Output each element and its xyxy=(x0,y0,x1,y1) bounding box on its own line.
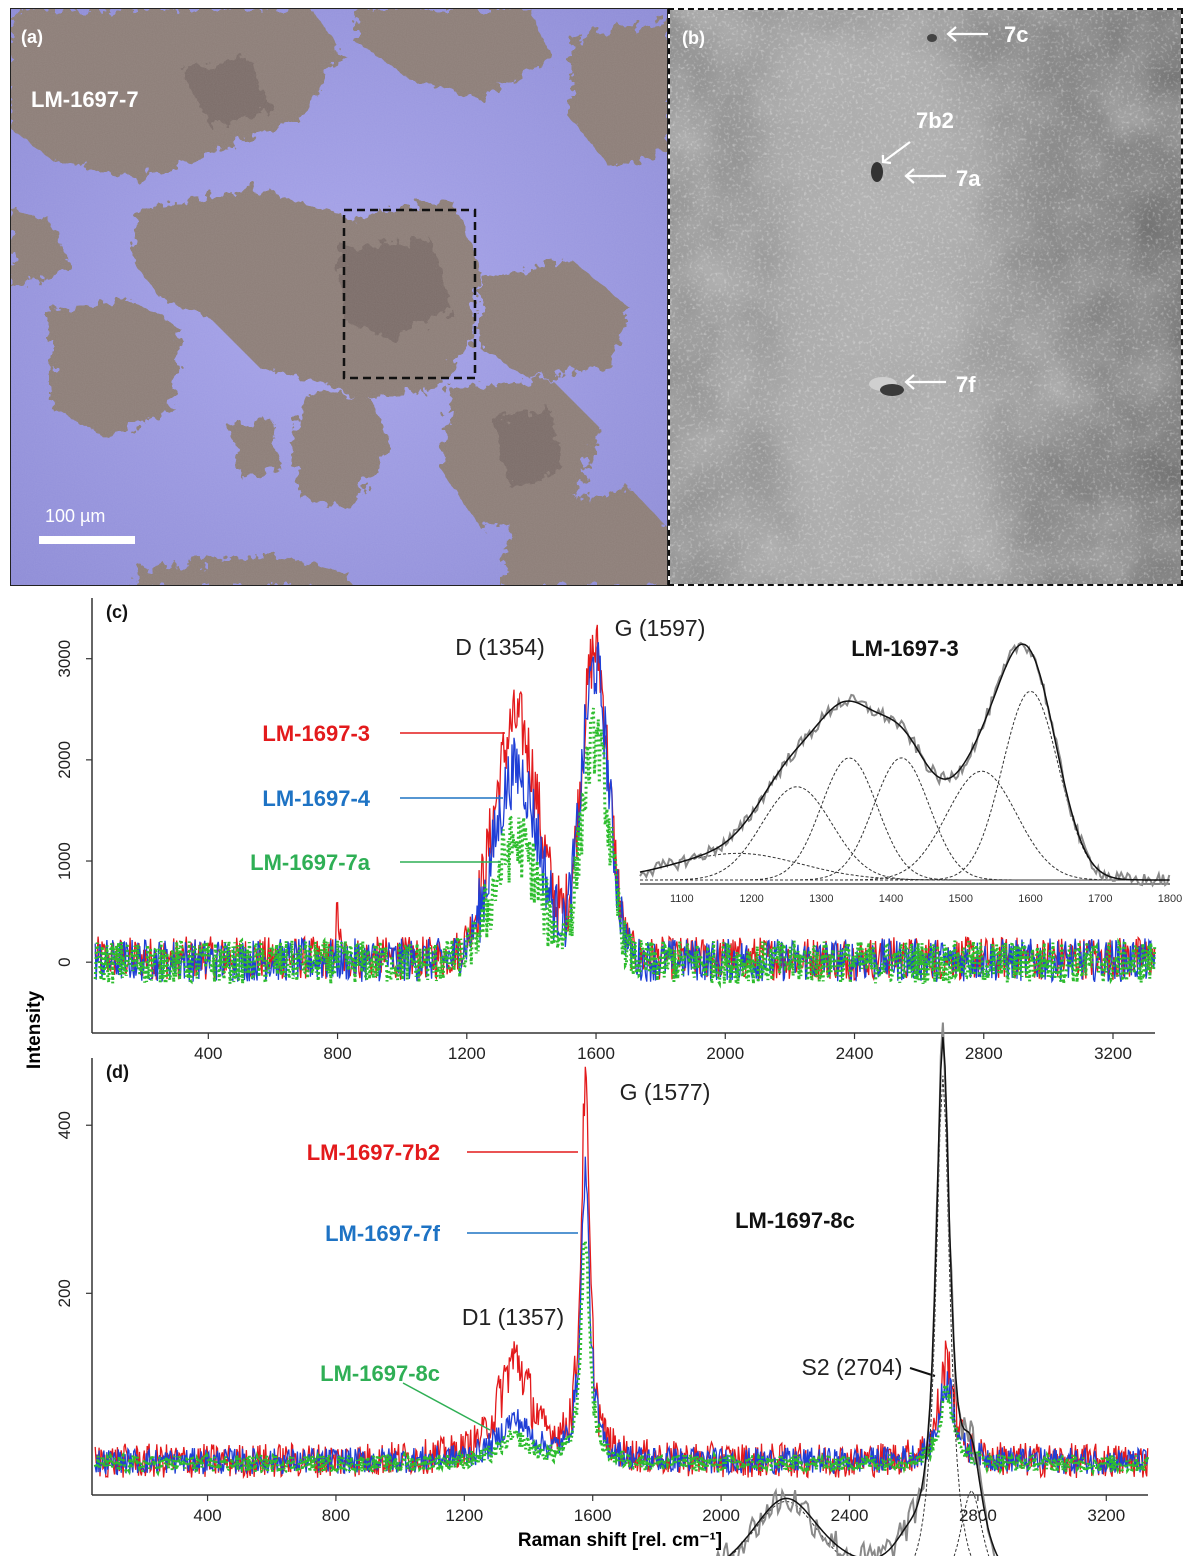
inset-component xyxy=(640,786,1170,881)
series-line xyxy=(94,624,1156,982)
x-tick-label: 2000 xyxy=(702,1506,740,1525)
inset-component xyxy=(914,1075,972,1556)
legend-label: LM-1697-7a xyxy=(250,850,371,875)
inset-x-tick-label: 1300 xyxy=(809,893,833,905)
inset-x-tick-label: 1200 xyxy=(739,893,763,905)
y-tick-label: 2000 xyxy=(55,741,74,779)
panel-a-sample-label: LM-1697-7 xyxy=(31,87,139,112)
marker-7f: 7f xyxy=(956,372,976,397)
x-tick-label: 1600 xyxy=(574,1506,612,1525)
photo-a-illustration xyxy=(11,9,667,585)
x-tick-label: 1600 xyxy=(577,1044,615,1063)
inset-component xyxy=(640,690,1170,881)
y-axis-label: Intensity xyxy=(24,991,45,1070)
legend-label: LM-1697-3 xyxy=(262,721,370,746)
x-tick-label: 3200 xyxy=(1087,1506,1125,1525)
inset-x-tick-label: 1100 xyxy=(670,893,694,905)
y-tick-label: 3000 xyxy=(55,640,74,678)
inset-component xyxy=(729,1500,842,1556)
photo-panel-b: (b) 7c 7b2 7a 7f xyxy=(668,8,1183,586)
series-line xyxy=(94,642,1156,984)
x-tick-label: 2400 xyxy=(836,1044,874,1063)
inset-x-tick-label: 1700 xyxy=(1088,893,1112,905)
panel-label: (c) xyxy=(106,602,128,622)
y-tick-label: 1000 xyxy=(55,842,74,880)
inset-x-tick-label: 1600 xyxy=(1018,893,1042,905)
series-line xyxy=(94,1066,1149,1480)
marker-7c: 7c xyxy=(1004,22,1029,47)
peak-annotation: D1 (1357) xyxy=(462,1304,564,1330)
x-tick-label: 2800 xyxy=(965,1044,1003,1063)
legend-label: LM-1697-7b2 xyxy=(307,1140,440,1165)
inset-fit xyxy=(727,1037,999,1556)
x-tick-label: 800 xyxy=(322,1506,350,1525)
legend-label: LM-1697-7f xyxy=(325,1221,441,1246)
chart-d: 400 800 1200 1600 2000 2400 2800 3200 200 400 (d) L… xyxy=(55,1022,1150,1556)
marker-7a: 7a xyxy=(956,166,981,191)
legend-connector xyxy=(402,1382,491,1431)
peak-annotation: S2 (2704) xyxy=(801,1354,902,1380)
x-tick-label: 2000 xyxy=(706,1044,744,1063)
inset-spectrum xyxy=(716,1022,996,1556)
x-tick-label: 1200 xyxy=(448,1044,486,1063)
scalebar-label: 100 µm xyxy=(45,506,106,526)
marker-7b2: 7b2 xyxy=(916,108,954,133)
inset-fit xyxy=(639,643,1170,881)
x-tick-label: 2800 xyxy=(959,1506,997,1525)
inset-x-tick-label: 1400 xyxy=(879,893,903,905)
inset-component xyxy=(640,757,1170,881)
series-line xyxy=(93,707,1157,989)
inset-title: LM-1697-3 xyxy=(851,636,959,661)
panel-b-label: (b) xyxy=(682,28,705,48)
peak-annotation: G (1577) xyxy=(620,1079,711,1105)
x-tick-label: 1200 xyxy=(445,1506,483,1525)
panel-label: (d) xyxy=(106,1062,129,1082)
chart-c: 400 800 1200 1600 2000 2400 2800 3200 0 1000 2000 3… xyxy=(55,598,1182,1063)
photo-b-illustration xyxy=(670,10,1181,584)
series-line xyxy=(94,1156,1149,1476)
x-tick-label: 2400 xyxy=(831,1506,869,1525)
inset-title: LM-1697-8c xyxy=(735,1208,855,1233)
annotation-leader xyxy=(909,1367,936,1377)
inset-x-tick-label: 1800 xyxy=(1158,893,1182,905)
series-line xyxy=(93,1237,1150,1478)
x-tick-label: 800 xyxy=(323,1044,351,1063)
inset-component xyxy=(640,770,1170,881)
legend-label: LM-1697-4 xyxy=(262,786,370,811)
peak-annotation: D (1354) xyxy=(455,634,544,660)
photo-panel-a: (a) LM-1697-7 100 µm xyxy=(10,8,668,586)
panel-a-label: (a) xyxy=(21,27,43,47)
x-tick-label: 400 xyxy=(193,1506,221,1525)
y-tick-label: 200 xyxy=(55,1279,74,1307)
inset-spectrum xyxy=(639,641,1171,888)
peak-annotation: G (1597) xyxy=(615,615,706,641)
x-tick-label: 400 xyxy=(194,1044,222,1063)
y-tick-label: 0 xyxy=(55,957,74,966)
inset-x-tick-label: 1500 xyxy=(949,893,973,905)
inset-component xyxy=(639,852,1170,881)
inset-component xyxy=(953,1489,990,1556)
inset-component xyxy=(640,757,1170,881)
y-tick-label: 400 xyxy=(55,1111,74,1139)
legend-label: LM-1697-8c xyxy=(320,1361,440,1386)
x-tick-label: 3200 xyxy=(1094,1044,1132,1063)
x-axis-label: Raman shift [rel. cm⁻¹] xyxy=(518,1530,722,1551)
